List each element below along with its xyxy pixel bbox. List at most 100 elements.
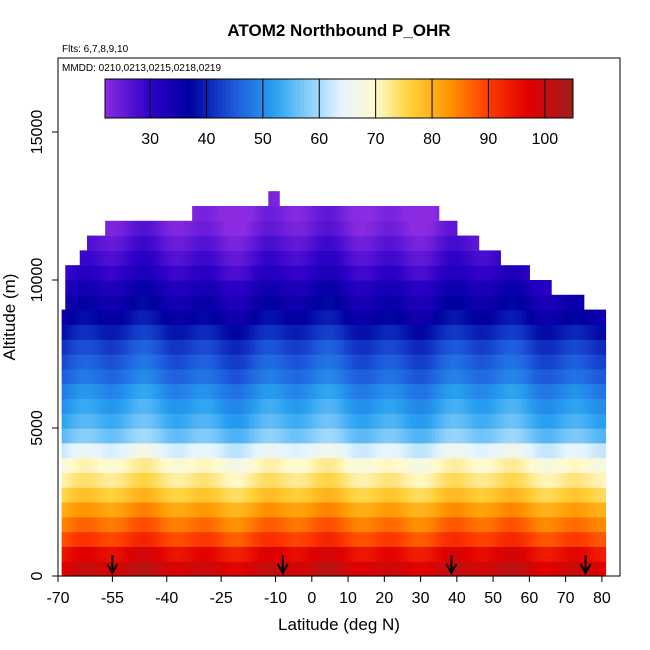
heatmap-cell [65, 280, 70, 296]
heatmap-cell [572, 442, 578, 459]
heatmap-cell [435, 339, 440, 355]
heatmap-cell [558, 487, 563, 503]
heatmap-cell [398, 206, 404, 222]
heatmap-cell [503, 546, 509, 562]
heatmap-cell [482, 324, 487, 340]
heatmap-cell [94, 502, 99, 518]
heatmap-cell [416, 235, 422, 251]
heatmap-cell [221, 206, 226, 222]
heatmap-cell [79, 472, 84, 488]
heatmap-cell [373, 487, 378, 503]
heatmap-cell [188, 502, 193, 518]
heatmap-cell [431, 280, 436, 296]
heatmap-cell [155, 220, 161, 237]
heatmap-cell [333, 428, 338, 444]
heatmap-cell [322, 294, 327, 311]
heatmap-cell [547, 487, 552, 503]
heatmap-cell [217, 546, 222, 562]
heatmap-cell [195, 472, 201, 488]
heatmap-cell [257, 235, 262, 251]
heatmap-cell [387, 487, 393, 503]
heatmap-cell [155, 368, 161, 385]
heatmap-cell [329, 324, 335, 340]
colorbar-segment [452, 79, 457, 118]
heatmap-cell [268, 368, 273, 385]
heatmap-cell [235, 206, 240, 222]
heatmap-cell [213, 546, 219, 562]
heatmap-cell [561, 354, 567, 370]
heatmap-cell [308, 398, 313, 414]
heatmap-cell [369, 250, 375, 266]
heatmap-cell [152, 487, 157, 503]
heatmap-cell [348, 324, 353, 340]
heatmap-cell [449, 398, 454, 414]
heatmap-cell [217, 368, 222, 385]
heatmap-cell [377, 413, 382, 429]
heatmap-cell [108, 487, 113, 503]
heatmap-cell [380, 339, 385, 355]
colorbar-segment [124, 79, 129, 118]
heatmap-cell [192, 280, 197, 296]
heatmap-cell [108, 442, 113, 459]
heatmap-cell [282, 280, 288, 296]
heatmap-cell [221, 428, 226, 444]
heatmap-cell [572, 339, 578, 355]
heatmap-cell [250, 354, 255, 370]
heatmap-cell [108, 472, 113, 488]
heatmap-cell [134, 561, 139, 577]
heatmap-cell [68, 339, 74, 355]
heatmap-cell [366, 502, 371, 518]
heatmap-cell [141, 398, 146, 414]
heatmap-cell [362, 354, 367, 370]
heatmap-cell [453, 383, 458, 399]
heatmap-cell [130, 472, 135, 488]
colorbar-segment [136, 79, 141, 118]
heatmap-cell [514, 531, 520, 547]
heatmap-cell [261, 487, 266, 503]
heatmap-cell [489, 383, 494, 399]
heatmap-cell [326, 294, 331, 311]
heatmap-cell [199, 265, 204, 281]
heatmap-cell [355, 516, 360, 533]
heatmap-cell [76, 368, 81, 385]
heatmap-cell [123, 309, 128, 325]
heatmap-cell [94, 383, 99, 399]
heatmap-cell [467, 250, 472, 266]
heatmap-cell [329, 280, 335, 296]
heatmap-cell [166, 265, 171, 281]
heatmap-cell [257, 309, 262, 325]
heatmap-cell [355, 280, 360, 296]
colorbar-segment [323, 79, 328, 118]
heatmap-cell [101, 502, 106, 518]
colorbar-segment [140, 79, 145, 118]
heatmap-cell [145, 354, 150, 370]
heatmap-cell [329, 265, 335, 281]
heatmap-cell [203, 324, 208, 340]
heatmap-cell [442, 428, 447, 444]
heatmap-cell [275, 220, 280, 237]
heatmap-cell [398, 398, 404, 414]
heatmap-cell [134, 250, 139, 266]
heatmap-cell [279, 324, 284, 340]
heatmap-cell [290, 531, 295, 547]
heatmap-cell [387, 413, 393, 429]
heatmap-cell [500, 546, 505, 562]
heatmap-cell [130, 265, 135, 281]
heatmap-cell [159, 516, 164, 533]
heatmap-cell [188, 324, 193, 340]
heatmap-cell [116, 265, 121, 281]
heatmap-cell [97, 339, 103, 355]
heatmap-cell [456, 546, 462, 562]
heatmap-cell [540, 546, 545, 562]
colorbar-tick-label: 90 [480, 131, 498, 148]
heatmap-cell [540, 457, 545, 473]
heatmap-cell [68, 487, 74, 503]
heatmap-cell [126, 546, 132, 562]
heatmap-cell [387, 516, 393, 533]
heatmap-cell [134, 324, 139, 340]
colorbar-tick-label: 60 [310, 131, 328, 148]
heatmap-cell [507, 280, 512, 296]
heatmap-cell [79, 502, 84, 518]
heatmap-cell [286, 250, 291, 266]
heatmap-cell [558, 324, 563, 340]
